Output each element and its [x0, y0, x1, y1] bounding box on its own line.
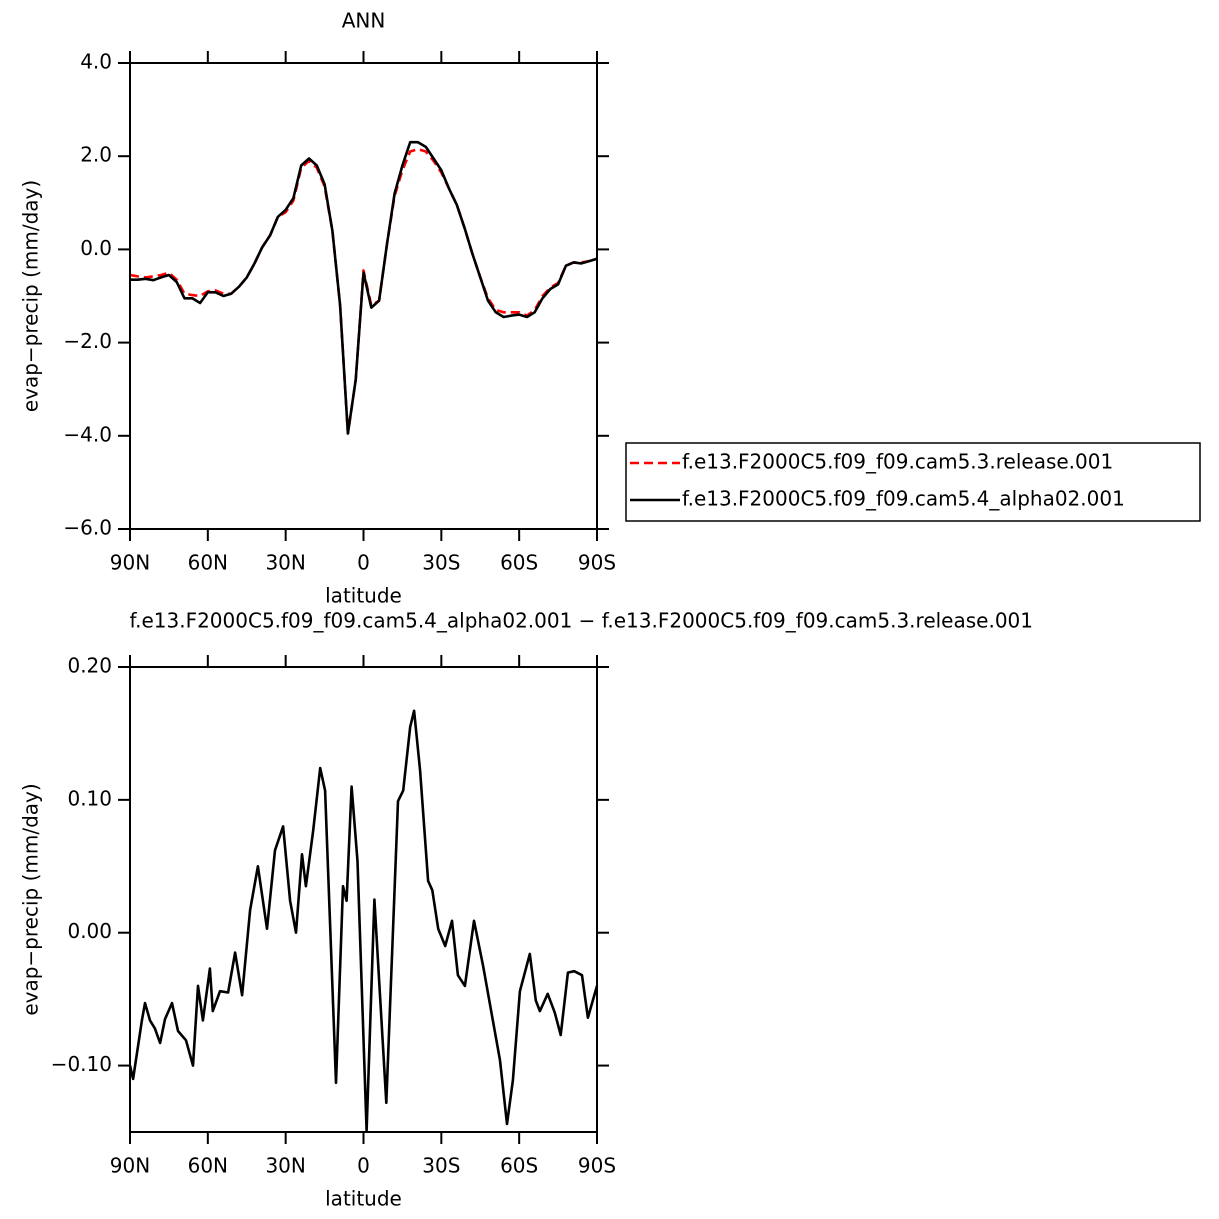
x-tick-label: 30N — [265, 551, 305, 575]
x-tick-label: 0 — [357, 551, 370, 575]
x-tick-label: 90S — [578, 1154, 616, 1178]
y-axis-label: evap−precip (mm/day) — [19, 180, 43, 412]
plot-frame — [129, 62, 598, 530]
y-tick-label: −4.0 — [63, 422, 112, 446]
x-tick-label: 60S — [500, 551, 538, 575]
x-axis-label: latitude — [325, 584, 402, 608]
data-line — [128, 709, 599, 1132]
y-tick-label: 4.0 — [80, 50, 112, 74]
data-line — [130, 140, 598, 435]
y-tick-label: −2.0 — [63, 329, 112, 353]
chart-title: f.e13.F2000C5.f09_f09.cam5.4_alpha02.001… — [130, 609, 1033, 633]
x-tick-label: 90N — [110, 551, 150, 575]
legend-label: f.e13.F2000C5.f09_f09.cam5.3.release.001 — [682, 450, 1113, 474]
y-tick-label: 2.0 — [80, 143, 112, 167]
y-tick-label: 0.0 — [80, 236, 112, 260]
x-tick-label: 30N — [265, 1154, 305, 1178]
x-tick-label: 60N — [188, 551, 228, 575]
plot-frame — [129, 666, 598, 1133]
x-axis-label: latitude — [325, 1187, 402, 1211]
y-tick-label: 0.20 — [67, 654, 112, 678]
x-tick-label: 90S — [578, 551, 616, 575]
y-tick-label: −0.10 — [51, 1052, 112, 1076]
x-tick-label: 90N — [110, 1154, 150, 1178]
x-tick-label: 30S — [422, 551, 460, 575]
y-tick-label: 0.10 — [67, 786, 112, 810]
data-line — [129, 147, 598, 435]
y-axis-label: evap−precip (mm/day) — [19, 783, 43, 1015]
x-tick-label: 60N — [188, 1154, 228, 1178]
x-tick-label: 0 — [357, 1154, 370, 1178]
x-tick-label: 60S — [500, 1154, 538, 1178]
chart-title: ANN — [342, 9, 386, 33]
y-tick-label: 0.00 — [67, 919, 112, 943]
x-tick-label: 30S — [422, 1154, 460, 1178]
legend-box — [625, 442, 1201, 522]
legend-label: f.e13.F2000C5.f09_f09.cam5.4_alpha02.001 — [682, 487, 1125, 511]
y-tick-label: −6.0 — [63, 516, 112, 540]
